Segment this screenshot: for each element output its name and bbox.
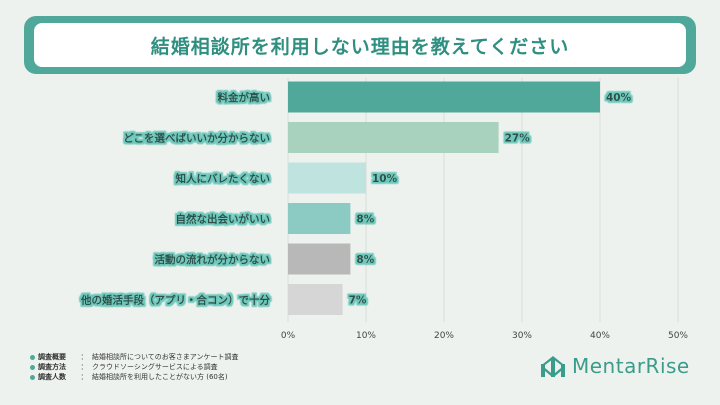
category-label: 他の婚活手段（アプリ・合コン）で十分 bbox=[80, 294, 270, 307]
logo-icon bbox=[541, 356, 565, 377]
note-row: 調査人数 ： 結婚相談所を利用したことがない方 (60名) bbox=[30, 372, 239, 382]
bar bbox=[288, 81, 600, 113]
bar bbox=[288, 162, 366, 194]
note-value: 結婚相談所についてのお客さまアンケート調査 bbox=[92, 353, 239, 361]
category-label: 活動の流れが分からない bbox=[155, 253, 271, 266]
note-row: 調査方法 ： クラウドソーシングサービスによる調査 bbox=[30, 362, 239, 372]
x-tick-label: 10% bbox=[356, 331, 376, 341]
x-tick-label: 0% bbox=[281, 331, 296, 341]
value-label: 8% bbox=[356, 254, 374, 266]
bullet-icon bbox=[30, 354, 35, 360]
value-label: 8% bbox=[356, 214, 374, 226]
bullet-icon bbox=[30, 364, 35, 370]
note-separator: ： bbox=[80, 353, 88, 361]
value-label: 7% bbox=[349, 295, 367, 307]
note-row: 調査概要 ： 結婚相談所についてのお客さまアンケート調査 bbox=[30, 352, 239, 362]
title-box: 結婚相談所を利用しない理由を教えてください bbox=[34, 23, 686, 67]
note-key: 調査方法 bbox=[38, 363, 66, 371]
value-label: 27% bbox=[505, 133, 531, 145]
note-key: 調査人数 bbox=[38, 373, 66, 381]
category-label: 料金が高い bbox=[218, 91, 271, 104]
x-tick-label: 50% bbox=[668, 331, 688, 341]
chart-title: 結婚相談所を利用しない理由を教えてください bbox=[150, 35, 570, 58]
brand-name: MentarRise bbox=[572, 354, 690, 378]
bar bbox=[288, 122, 499, 153]
bar bbox=[288, 203, 351, 234]
x-tick-label: 30% bbox=[512, 331, 532, 341]
bar bbox=[288, 243, 351, 275]
note-separator: ： bbox=[80, 373, 88, 381]
brand-logo: MentarRise bbox=[540, 354, 690, 378]
category-label: 自然な出会いがいい bbox=[176, 213, 271, 226]
x-tick-label: 20% bbox=[434, 331, 454, 341]
x-tick-label: 40% bbox=[590, 331, 610, 341]
category-label: 知人にバレたくない bbox=[176, 172, 271, 185]
bar bbox=[288, 284, 343, 315]
value-label: 10% bbox=[372, 173, 398, 185]
note-value: 結婚相談所を利用したことがない方 (60名) bbox=[92, 373, 228, 381]
note-value: クラウドソーシングサービスによる調査 bbox=[92, 363, 218, 371]
note-separator: ： bbox=[80, 363, 88, 371]
value-label: 40% bbox=[606, 92, 632, 104]
bullet-icon bbox=[30, 374, 35, 380]
survey-notes: 調査概要 ： 結婚相談所についてのお客さまアンケート調査 調査方法 ： クラウド… bbox=[30, 352, 239, 382]
category-label: どこを選べばいいか分からない bbox=[123, 132, 270, 145]
note-key: 調査概要 bbox=[38, 353, 66, 361]
